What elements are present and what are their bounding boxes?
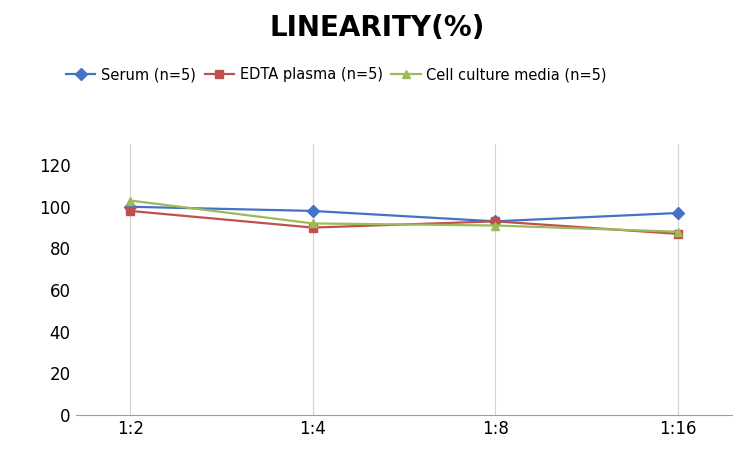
Line: EDTA plasma (n=5): EDTA plasma (n=5) (126, 207, 682, 238)
EDTA plasma (n=5) (491, 219, 500, 224)
EDTA plasma (n=5) (125, 208, 135, 214)
Legend: Serum (n=5), EDTA plasma (n=5), Cell culture media (n=5): Serum (n=5), EDTA plasma (n=5), Cell cul… (60, 61, 613, 88)
Cell culture media (n=5) (308, 221, 317, 226)
Serum (n=5) (673, 210, 683, 216)
Line: Serum (n=5): Serum (n=5) (126, 202, 682, 226)
Cell culture media (n=5) (673, 229, 683, 235)
Serum (n=5) (308, 208, 317, 214)
Line: Cell culture media (n=5): Cell culture media (n=5) (126, 196, 682, 236)
EDTA plasma (n=5) (673, 231, 683, 236)
Cell culture media (n=5) (125, 198, 135, 203)
Serum (n=5) (125, 204, 135, 209)
EDTA plasma (n=5) (308, 225, 317, 230)
Text: LINEARITY(%): LINEARITY(%) (270, 14, 485, 41)
Cell culture media (n=5) (491, 223, 500, 228)
Serum (n=5) (491, 219, 500, 224)
